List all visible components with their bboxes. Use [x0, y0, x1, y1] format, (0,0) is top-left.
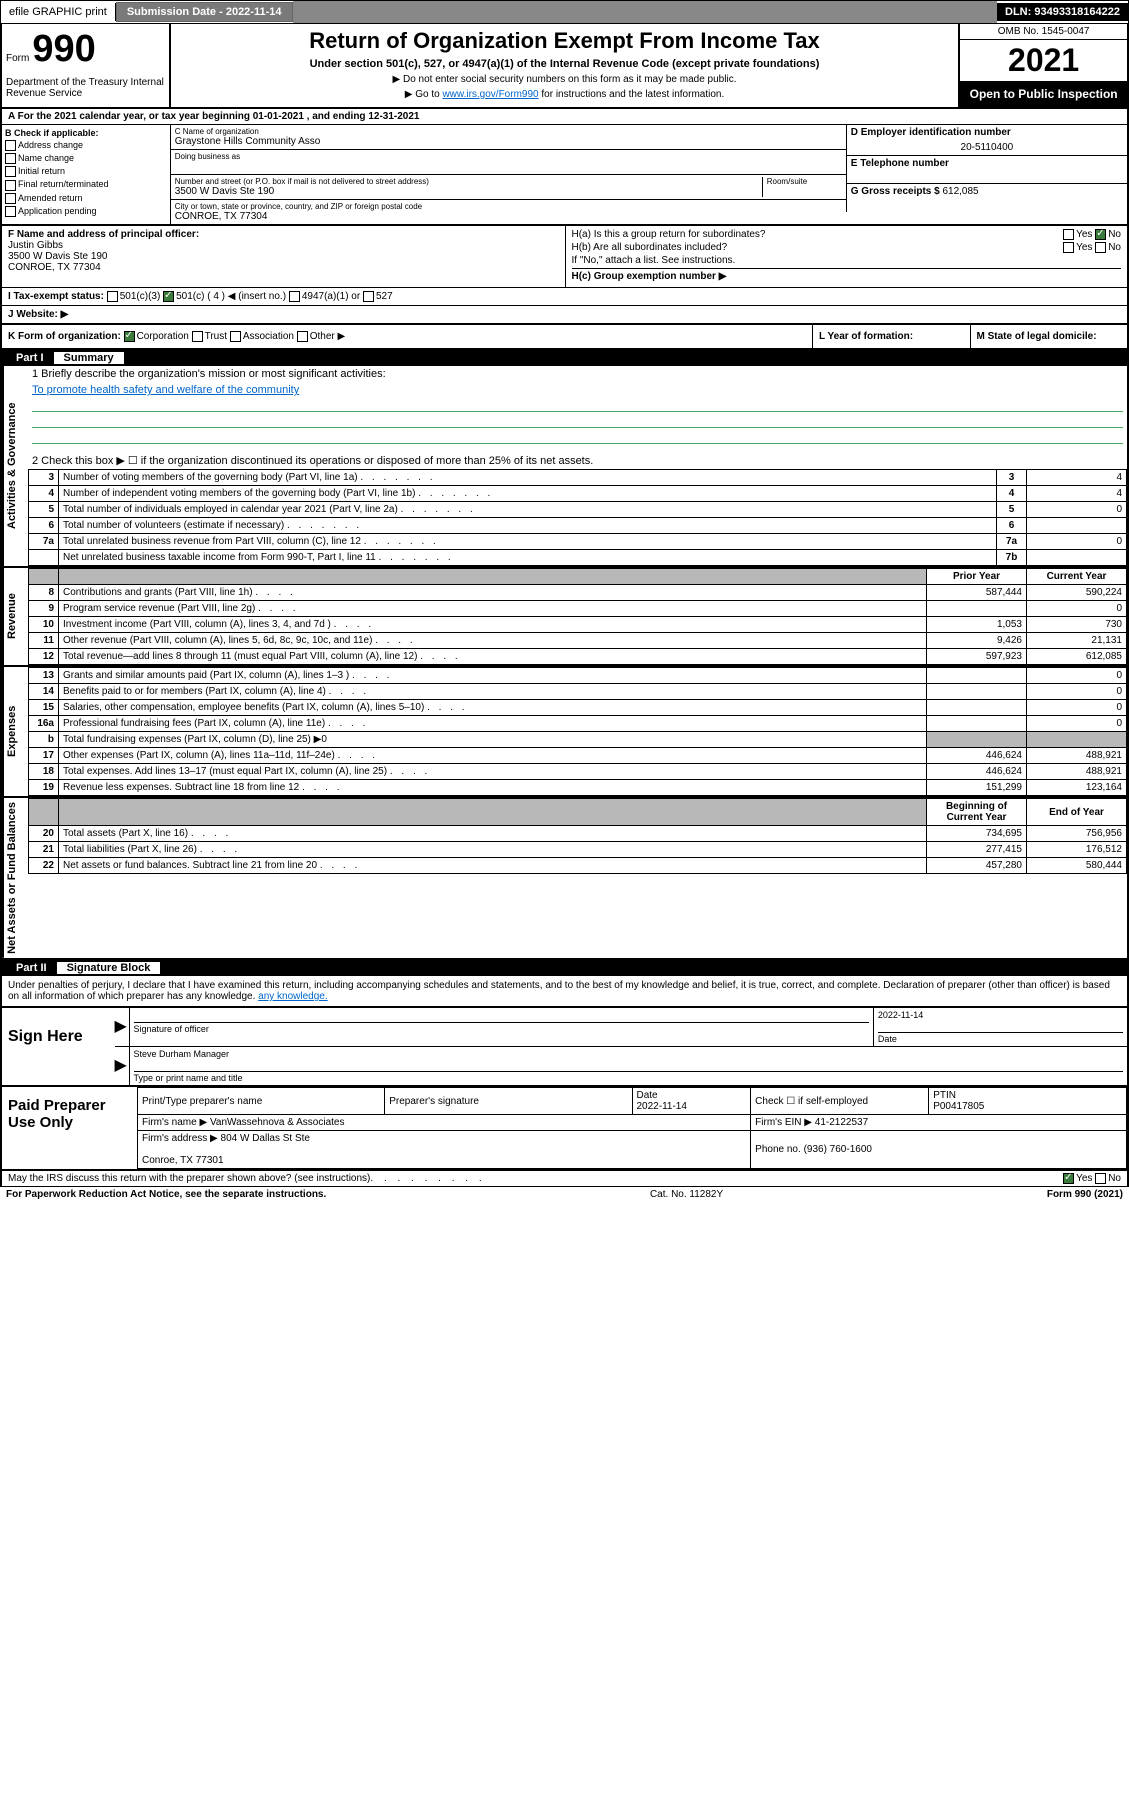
block-i: I Tax-exempt status: 501(c)(3) 501(c) ( …: [0, 288, 1129, 306]
open-inspection: Open to Public Inspection: [960, 81, 1127, 107]
b-opt-amended: Amended return: [5, 193, 167, 204]
line2: 2 Check this box ▶ ☐ if the organization…: [28, 452, 1127, 469]
top-bar: efile GRAPHIC print Submission Date - 20…: [0, 0, 1129, 24]
f-officer: F Name and address of principal officer:…: [2, 226, 565, 287]
form-word: Form: [6, 53, 29, 64]
table-row: 3Number of voting members of the governi…: [29, 470, 1127, 486]
discuss-row: May the IRS discuss this return with the…: [0, 1171, 1129, 1187]
col-c: C Name of organization Graystone Hills C…: [171, 125, 846, 224]
pointer-icon: ▶: [115, 1047, 129, 1085]
form-title-block: Return of Organization Exempt From Incom…: [171, 24, 959, 107]
col-de: D Employer identification number 20-5110…: [846, 125, 1127, 224]
g-gross: G Gross receipts $ 612,085: [846, 184, 1127, 212]
table-row: 14Benefits paid to or for members (Part …: [29, 684, 1127, 700]
mission-q: 1 Briefly describe the organization's mi…: [28, 366, 1127, 382]
c-street-row: Number and street (or P.O. box if mail i…: [171, 175, 846, 200]
table-row: 12Total revenue—add lines 8 through 11 (…: [29, 649, 1127, 665]
table-row: 17Other expenses (Part IX, column (A), l…: [29, 748, 1127, 764]
form-title: Return of Organization Exempt From Incom…: [175, 28, 955, 54]
col-b: B Check if applicable: Address change Na…: [2, 125, 171, 224]
c-city-row: City or town, state or province, country…: [171, 200, 846, 224]
form-header: Form 990 Department of the Treasury Inte…: [0, 24, 1129, 109]
b-label: B Check if applicable:: [5, 128, 99, 138]
form-note1: ▶ Do not enter social security numbers o…: [175, 74, 955, 85]
summary-exp: Expenses 13Grants and similar amounts pa…: [0, 667, 1129, 798]
block-j: J Website: ▶: [0, 306, 1129, 325]
table-row: 22Net assets or fund balances. Subtract …: [29, 858, 1127, 874]
declaration: Under penalties of perjury, I declare th…: [0, 976, 1129, 1006]
table-row: Net unrelated business taxable income fr…: [29, 550, 1127, 566]
d-ein: D Employer identification number 20-5110…: [846, 125, 1127, 156]
b-opt-pending: Application pending: [5, 206, 167, 217]
pointer-icon: ▶: [115, 1008, 129, 1046]
block-fh: F Name and address of principal officer:…: [0, 226, 1129, 288]
summary-ag: Activities & Governance 1 Briefly descri…: [0, 366, 1129, 568]
table-row: 11Other revenue (Part VIII, column (A), …: [29, 633, 1127, 649]
table-row: 13Grants and similar amounts paid (Part …: [29, 668, 1127, 684]
vtab-ag: Activities & Governance: [2, 366, 28, 566]
ag-table: 3Number of voting members of the governi…: [28, 469, 1127, 566]
form-id-block: Form 990 Department of the Treasury Inte…: [2, 24, 171, 107]
org-city: CONROE, TX 77304: [175, 211, 842, 222]
period-line: A For the 2021 calendar year, or tax yea…: [0, 109, 1129, 124]
summary-na: Net Assets or Fund Balances Beginning of…: [0, 798, 1129, 960]
form-number: 990: [32, 28, 95, 70]
e-phone: E Telephone number: [846, 156, 1127, 184]
org-street: 3500 W Davis Ste 190: [175, 186, 762, 197]
table-row: 9Program service revenue (Part VIII, lin…: [29, 601, 1127, 617]
b-opt-name: Name change: [5, 153, 167, 164]
form-sub: Under section 501(c), 527, or 4947(a)(1)…: [175, 58, 955, 70]
block-klm: K Form of organization: Corporation Trus…: [0, 325, 1129, 350]
c-name-row: C Name of organization Graystone Hills C…: [171, 125, 846, 150]
table-row: 15Salaries, other compensation, employee…: [29, 700, 1127, 716]
table-row: 20Total assets (Part X, line 16) . . . .…: [29, 826, 1127, 842]
b-opt-initial: Initial return: [5, 166, 167, 177]
vtab-na: Net Assets or Fund Balances: [2, 798, 28, 958]
table-row: bTotal fundraising expenses (Part IX, co…: [29, 732, 1127, 748]
m-state: M State of legal domicile:: [970, 325, 1128, 348]
omb-label: OMB No. 1545-0047: [960, 24, 1127, 40]
submission-date-button[interactable]: Submission Date - 2022-11-14: [116, 2, 293, 22]
org-name: Graystone Hills Community Asso: [175, 136, 842, 147]
tax-year: 2021: [960, 40, 1127, 81]
table-row: 18Total expenses. Add lines 13–17 (must …: [29, 764, 1127, 780]
b-opt-final: Final return/terminated: [5, 179, 167, 190]
b-opt-address: Address change: [5, 140, 167, 151]
paid-preparer-label: Paid Preparer Use Only: [2, 1087, 137, 1169]
sign-here-block: Sign Here ▶ Signature of officer 2022-11…: [0, 1006, 1129, 1087]
table-row: 5Total number of individuals employed in…: [29, 502, 1127, 518]
block-bcd: B Check if applicable: Address change Na…: [0, 124, 1129, 226]
k-form-org: K Form of organization: Corporation Trus…: [2, 325, 812, 348]
part-ii-header: Part II Signature Block: [0, 960, 1129, 976]
paid-preparer-block: Paid Preparer Use Only Print/Type prepar…: [0, 1087, 1129, 1171]
irs-link[interactable]: www.irs.gov/Form990: [442, 89, 538, 100]
c-dba-row: Doing business as: [171, 150, 846, 175]
any-knowledge-link[interactable]: any knowledge.: [258, 991, 328, 1002]
part-i-header: Part I Summary: [0, 350, 1129, 366]
topbar-spacer: [293, 1, 998, 23]
mission-text[interactable]: To promote health safety and welfare of …: [32, 384, 299, 396]
efile-label: efile GRAPHIC print: [1, 3, 116, 21]
sign-here-label: Sign Here: [2, 1008, 115, 1085]
form-note2: ▶ Go to www.irs.gov/Form990 for instruct…: [175, 89, 955, 100]
pra-row: For Paperwork Reduction Act Notice, see …: [0, 1187, 1129, 1202]
vtab-rev: Revenue: [2, 568, 28, 665]
table-row: 21Total liabilities (Part X, line 26) . …: [29, 842, 1127, 858]
table-row: 10Investment income (Part VIII, column (…: [29, 617, 1127, 633]
table-row: 6Total number of volunteers (estimate if…: [29, 518, 1127, 534]
table-row: 4Number of independent voting members of…: [29, 486, 1127, 502]
h-block: H(a) Is this a group return for subordin…: [565, 226, 1128, 287]
table-row: 7aTotal unrelated business revenue from …: [29, 534, 1127, 550]
omb-year-block: OMB No. 1545-0047 2021 Open to Public In…: [958, 24, 1127, 107]
table-row: 8Contributions and grants (Part VIII, li…: [29, 585, 1127, 601]
dept-label: Department of the Treasury Internal Reve…: [6, 77, 165, 99]
l-year: L Year of formation:: [812, 325, 970, 348]
table-row: 16aProfessional fundraising fees (Part I…: [29, 716, 1127, 732]
table-row: 19Revenue less expenses. Subtract line 1…: [29, 780, 1127, 796]
vtab-exp: Expenses: [2, 667, 28, 796]
dln-label: DLN: 93493318164222: [997, 3, 1128, 21]
summary-rev: Revenue Prior YearCurrent Year 8Contribu…: [0, 568, 1129, 667]
